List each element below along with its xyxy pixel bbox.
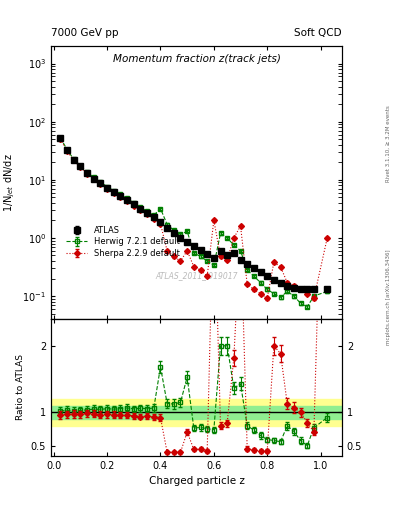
Text: Soft QCD: Soft QCD (294, 28, 342, 38)
Y-axis label: 1/N$_{jet}$ dN/dz: 1/N$_{jet}$ dN/dz (2, 153, 17, 212)
Text: ATLAS_2011_I919017: ATLAS_2011_I919017 (155, 271, 238, 280)
Text: Momentum fraction z(track jets): Momentum fraction z(track jets) (112, 54, 281, 65)
Y-axis label: Ratio to ATLAS: Ratio to ATLAS (16, 354, 25, 420)
Text: mcplots.cern.ch [arXiv:1306.3436]: mcplots.cern.ch [arXiv:1306.3436] (386, 249, 391, 345)
Legend: ATLAS, Herwig 7.2.1 default, Sherpa 2.2.9 default: ATLAS, Herwig 7.2.1 default, Sherpa 2.2.… (64, 223, 182, 261)
Text: Rivet 3.1.10, ≥ 3.2M events: Rivet 3.1.10, ≥ 3.2M events (386, 105, 391, 182)
Text: 7000 GeV pp: 7000 GeV pp (51, 28, 119, 38)
X-axis label: Charged particle z: Charged particle z (149, 476, 244, 486)
